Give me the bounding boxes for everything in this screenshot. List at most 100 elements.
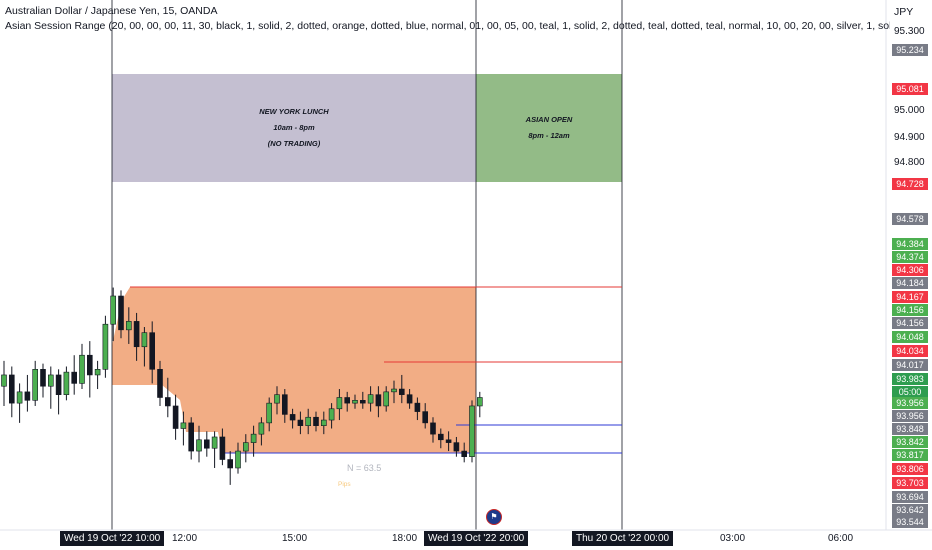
candle-body bbox=[79, 354, 85, 384]
candle-body bbox=[336, 397, 343, 410]
price-label: 94.900 bbox=[894, 132, 925, 143]
price-tag: 94.306 bbox=[892, 264, 928, 276]
asian-open-zone bbox=[476, 74, 622, 182]
candle-body bbox=[110, 295, 116, 325]
candle-body bbox=[406, 394, 413, 404]
candle-body bbox=[352, 400, 358, 404]
candle-body bbox=[47, 374, 54, 387]
candle-body bbox=[227, 459, 233, 469]
price-label: 95.000 bbox=[894, 105, 925, 116]
ny-lunch-title: NEW YORK LUNCH bbox=[259, 107, 329, 116]
price-tag: 94.184 bbox=[892, 277, 928, 289]
symbol-title: Australian Dollar / Japanese Yen, 15, OA… bbox=[5, 5, 218, 17]
candle-body bbox=[243, 442, 249, 452]
ny-lunch-zone bbox=[112, 74, 476, 182]
candle-body bbox=[87, 354, 93, 376]
price-tag: 93.956 bbox=[892, 410, 928, 422]
candle-body bbox=[367, 394, 374, 404]
candle-body bbox=[141, 332, 148, 348]
price-tag: 93.817 bbox=[892, 449, 928, 461]
price-tag: 95.234 bbox=[892, 44, 928, 56]
candle-body bbox=[414, 402, 421, 412]
candle-body bbox=[383, 391, 390, 407]
price-tag: 94.374 bbox=[892, 251, 928, 263]
price-label: 95.300 bbox=[894, 26, 925, 37]
indicator-legend[interactable]: Asian Session Range (20, 00, 00, 00, 11,… bbox=[5, 20, 890, 32]
candle-body bbox=[258, 422, 265, 435]
candle-body bbox=[375, 394, 382, 407]
time-label: 06:00 bbox=[828, 533, 854, 544]
candle-body bbox=[16, 391, 23, 404]
candle-body bbox=[63, 371, 70, 395]
candle-body bbox=[422, 411, 429, 424]
candle-body bbox=[118, 295, 124, 331]
candle-body bbox=[359, 400, 366, 404]
price-tag: 93.642 bbox=[892, 504, 928, 516]
time-label: 18:00 bbox=[392, 533, 418, 544]
candle-body bbox=[398, 388, 405, 395]
price-tag: 95.081 bbox=[892, 83, 928, 95]
asian-open-label: ASIAN OPEN 8pm - 12am bbox=[476, 112, 622, 144]
price-label: 94.800 bbox=[894, 157, 925, 168]
candle-body bbox=[196, 439, 202, 452]
candle-body bbox=[9, 374, 15, 404]
candle-body bbox=[102, 323, 109, 370]
candle-body bbox=[94, 369, 101, 376]
candle-body bbox=[461, 450, 468, 458]
candle-body bbox=[266, 402, 273, 424]
range-fill bbox=[112, 287, 476, 453]
candle-body bbox=[320, 419, 327, 426]
candle-body bbox=[250, 433, 257, 443]
asian-open-hours: 8pm - 12am bbox=[528, 131, 570, 140]
price-tag: 94.167 bbox=[892, 291, 928, 303]
currency-label: JPY bbox=[894, 6, 914, 18]
candle-body bbox=[453, 442, 460, 452]
candle-body bbox=[274, 394, 280, 404]
candle-body bbox=[235, 450, 241, 469]
candle-body bbox=[172, 405, 179, 429]
candle-body bbox=[180, 422, 187, 429]
price-tag: 94.384 bbox=[892, 238, 928, 250]
price-tag: 94.017 bbox=[892, 359, 928, 371]
candle-body bbox=[437, 433, 444, 441]
price-tag: 94.728 bbox=[892, 178, 928, 190]
time-badge: Wed 19 Oct '22 20:00 bbox=[424, 531, 529, 546]
candle-body bbox=[391, 388, 397, 393]
price-tag: 93.983 bbox=[892, 373, 928, 385]
candle-body bbox=[24, 391, 31, 401]
time-badge: Wed 19 Oct '22 10:00 bbox=[60, 531, 165, 546]
candle-body bbox=[289, 414, 296, 421]
candle-body bbox=[40, 369, 46, 387]
candle-body bbox=[328, 408, 335, 421]
price-tag: 93.848 bbox=[892, 423, 928, 435]
candle-body bbox=[297, 419, 304, 426]
price-tag: 93.694 bbox=[892, 491, 928, 503]
candle-body bbox=[313, 416, 319, 426]
candle-body bbox=[188, 422, 194, 452]
ny-lunch-hours: 10am - 8pm bbox=[273, 123, 315, 132]
price-tag: 94.156 bbox=[892, 317, 928, 329]
candle-body bbox=[344, 397, 351, 404]
candle-body bbox=[149, 332, 155, 370]
candle-body bbox=[204, 439, 210, 449]
time-badge: Thu 20 Oct '22 00:00 bbox=[572, 531, 674, 546]
candle-body bbox=[71, 371, 77, 384]
economic-event-icon[interactable]: ⚑ bbox=[486, 509, 502, 525]
price-tag: 93.544 bbox=[892, 516, 928, 528]
price-tag: 94.156 bbox=[892, 304, 928, 316]
candle-body bbox=[55, 374, 62, 395]
price-tag: 94.048 bbox=[892, 331, 928, 343]
price-tag: 94.034 bbox=[892, 345, 928, 357]
price-tag: 93.806 bbox=[892, 463, 928, 475]
candle-body bbox=[133, 321, 140, 348]
candle-body bbox=[469, 405, 475, 458]
candle-body bbox=[219, 436, 226, 460]
time-label: 12:00 bbox=[172, 533, 198, 544]
price-tag: 93.842 bbox=[892, 436, 928, 448]
price-tag: 94.578 bbox=[892, 213, 928, 225]
candle-body bbox=[157, 369, 163, 398]
ny-lunch-note: (NO TRADING) bbox=[267, 139, 321, 148]
candle-body bbox=[126, 321, 132, 331]
asian-open-title: ASIAN OPEN bbox=[525, 115, 573, 124]
